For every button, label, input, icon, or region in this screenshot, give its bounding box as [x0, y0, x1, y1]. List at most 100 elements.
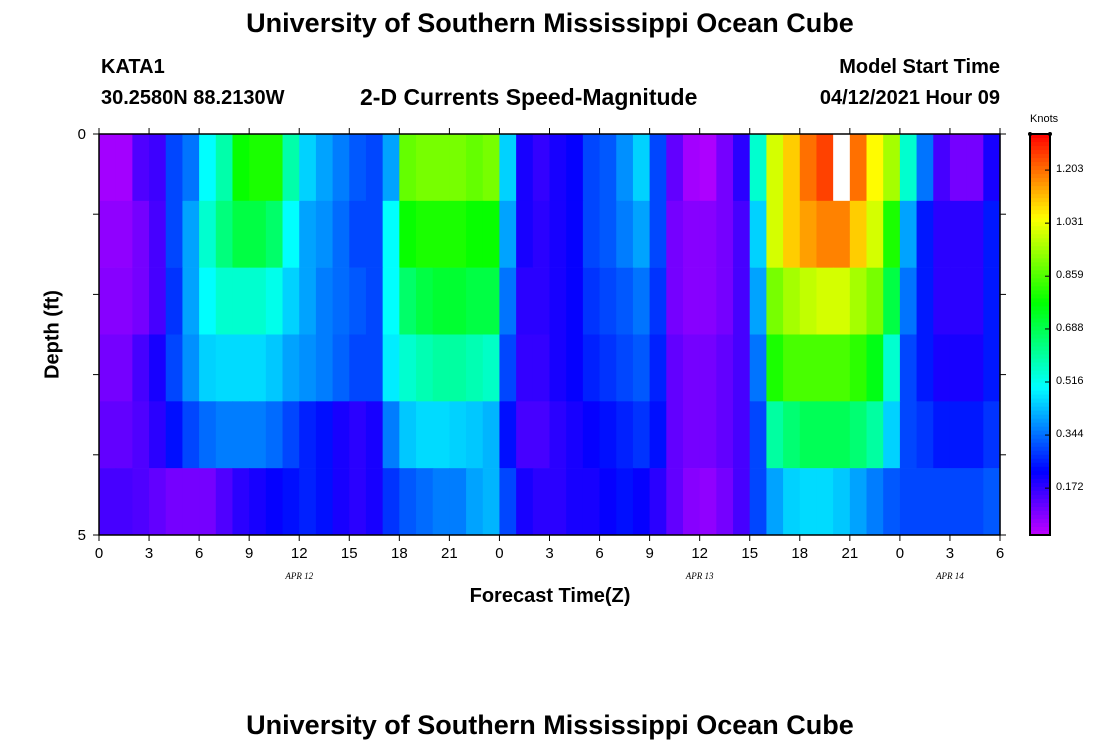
heatmap-cell — [132, 468, 150, 536]
heatmap-cell — [883, 334, 901, 402]
colorbar-segment — [1030, 158, 1050, 163]
heatmap-cell — [849, 401, 868, 469]
heatmap-cell — [265, 468, 284, 536]
colorbar-segment — [1030, 246, 1050, 251]
heatmap-cell — [916, 200, 934, 268]
colorbar-units: Knots — [1030, 113, 1059, 125]
heatmap-cell — [649, 134, 667, 202]
colorbar-segment — [1030, 530, 1050, 536]
heatmap-cell — [699, 134, 717, 202]
heatmap-cell — [282, 267, 300, 335]
heatmap-cell — [682, 334, 701, 402]
heatmap-cell — [749, 468, 768, 536]
x-tick-marks — [98, 128, 1001, 541]
heatmap-cell — [132, 267, 150, 335]
heatmap-cell — [799, 401, 818, 469]
heatmap-cell — [332, 200, 350, 268]
heatmap-cell — [149, 334, 167, 402]
colorbar-segment — [1030, 418, 1050, 424]
heatmap-cell — [632, 134, 651, 202]
colorbar-tick-label: 0.516 — [1056, 375, 1084, 387]
heatmap-cell — [766, 267, 784, 335]
heatmap-cell — [249, 401, 267, 469]
heatmap-cell — [399, 200, 417, 268]
colorbar-segment — [1030, 162, 1050, 167]
x-tick-label: 0 — [895, 545, 905, 562]
heatmap-cell — [766, 200, 784, 268]
colorbar-segment — [1030, 502, 1050, 508]
heatmap-cell — [416, 468, 434, 536]
heatmap-cell — [365, 468, 384, 536]
heatmap-cell — [866, 334, 884, 402]
heatmap-cell — [649, 267, 667, 335]
colorbar-segment — [1030, 182, 1050, 187]
heatmap-cell — [883, 468, 901, 536]
heatmap-cell — [399, 267, 417, 335]
heatmap-cell — [883, 401, 901, 469]
colorbar-segment — [1030, 478, 1050, 484]
heatmap-cell — [582, 401, 601, 469]
heatmap-cell — [833, 267, 851, 335]
heatmap-cell — [899, 334, 918, 402]
heatmap-cell — [599, 334, 617, 402]
heatmap-cell — [282, 134, 300, 202]
heatmap-cell — [532, 401, 551, 469]
y-tick-label-top: 0 — [77, 126, 86, 143]
colorbar-segment — [1030, 178, 1050, 183]
colorbar-segment — [1030, 394, 1050, 400]
footer-title: University of Southern Mississippi Ocean… — [246, 710, 854, 740]
colorbar-segment — [1030, 414, 1050, 420]
heatmap-cell — [716, 334, 734, 402]
heatmap-cell — [616, 267, 634, 335]
heatmap-cell — [532, 134, 551, 202]
heatmap-cell — [599, 267, 617, 335]
heatmap-cell — [783, 334, 801, 402]
heatmap-cell — [866, 401, 884, 469]
heatmap-cell — [432, 134, 450, 202]
heatmap-cell — [365, 401, 384, 469]
heatmap-cell — [215, 134, 234, 202]
colorbar-segment — [1030, 310, 1050, 316]
heatmap-cell — [165, 200, 184, 268]
heatmap-cell — [616, 401, 634, 469]
x-tick-label: 21 — [441, 545, 458, 562]
heatmap-cell — [649, 468, 667, 536]
colorbar-segment — [1030, 354, 1050, 360]
colorbar-segment — [1030, 170, 1050, 175]
x-tick-label: 18 — [390, 545, 408, 562]
heatmap-cell — [632, 334, 651, 402]
heatmap-cell — [349, 401, 367, 469]
heatmap-cell — [432, 401, 450, 469]
x-tick-label: 6 — [595, 545, 604, 562]
heatmap-cell — [849, 334, 868, 402]
heatmap-cell — [849, 134, 868, 202]
heatmap-cell — [549, 401, 567, 469]
heatmap-cell — [516, 334, 534, 402]
heatmap-cell — [249, 468, 267, 536]
heatmap-cell — [733, 401, 751, 469]
heatmap-cell — [332, 401, 350, 469]
colorbar-frame — [1029, 133, 1051, 536]
heatmap-cell — [799, 200, 818, 268]
heatmap-cell — [466, 468, 484, 536]
heatmap-cell — [933, 200, 951, 268]
x-tick-label: 3 — [945, 545, 955, 562]
heatmap-cell — [816, 134, 834, 202]
colorbar-segment — [1030, 278, 1050, 283]
colorbar-segment — [1030, 198, 1050, 203]
heatmap-cell — [749, 401, 768, 469]
colorbar-segment — [1030, 266, 1050, 271]
colorbar-segment — [1030, 506, 1050, 512]
heatmap-cell — [199, 468, 217, 536]
heatmap-cell — [499, 468, 517, 536]
heatmap-cell — [916, 134, 934, 202]
heatmap-cell — [516, 200, 534, 268]
colorbar-segment — [1030, 242, 1050, 247]
heatmap-cell — [115, 468, 133, 536]
heatmap-cell — [482, 468, 501, 536]
heatmap-cell — [499, 200, 517, 268]
heatmap-cell — [833, 134, 851, 202]
heatmap-cell — [349, 468, 367, 536]
heatmap-cell — [799, 334, 818, 402]
heatmap-cell — [265, 134, 284, 202]
